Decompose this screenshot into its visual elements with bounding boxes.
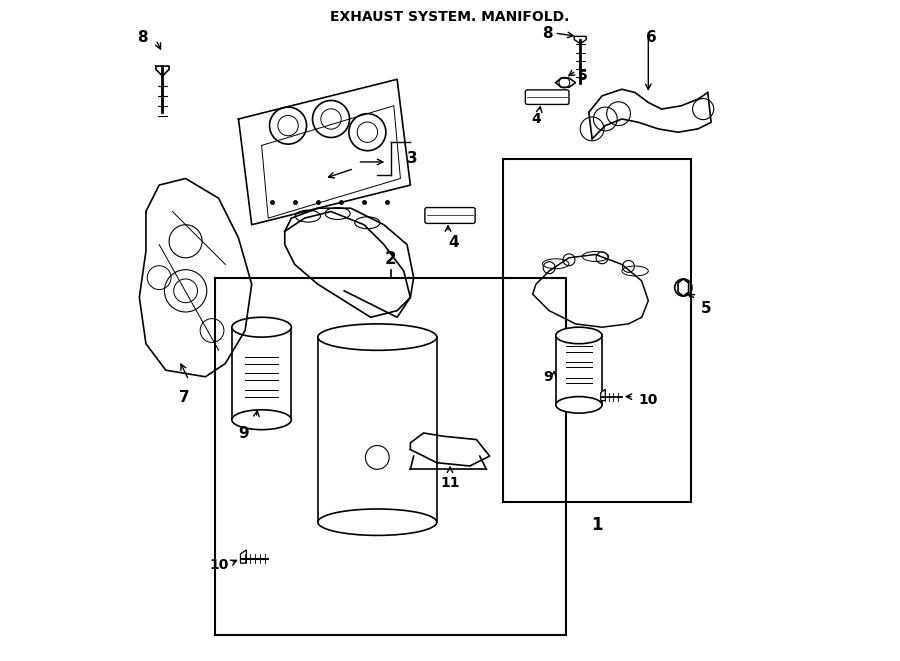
Text: 8: 8 [138, 30, 148, 45]
Ellipse shape [232, 317, 292, 337]
Text: 4: 4 [448, 235, 459, 250]
Text: 3: 3 [407, 151, 418, 166]
Polygon shape [574, 36, 586, 44]
Text: 10: 10 [209, 558, 229, 572]
Text: 4: 4 [531, 112, 541, 126]
Bar [232, 327, 292, 420]
Text: 7: 7 [179, 390, 190, 405]
Polygon shape [240, 550, 247, 563]
Text: 2: 2 [384, 250, 396, 268]
FancyBboxPatch shape [526, 90, 569, 104]
Ellipse shape [556, 397, 602, 413]
Text: 9: 9 [238, 426, 248, 442]
Bar [556, 336, 602, 405]
Text: 11: 11 [440, 476, 460, 490]
Text: EXHAUST SYSTEM. MANIFOLD.: EXHAUST SYSTEM. MANIFOLD. [330, 10, 570, 24]
Ellipse shape [318, 324, 436, 350]
Bar [318, 337, 436, 522]
Text: 8: 8 [542, 26, 553, 40]
Ellipse shape [556, 327, 602, 344]
Text: 9: 9 [543, 369, 553, 384]
Bar [215, 278, 566, 635]
Text: 5: 5 [578, 69, 588, 83]
Text: 6: 6 [646, 30, 657, 45]
Ellipse shape [232, 410, 292, 430]
Polygon shape [600, 389, 606, 401]
Text: 10: 10 [638, 393, 658, 407]
Text: 1: 1 [591, 516, 603, 533]
Bar [503, 159, 691, 502]
Ellipse shape [318, 509, 436, 535]
Text: 5: 5 [701, 301, 712, 316]
FancyBboxPatch shape [425, 208, 475, 223]
